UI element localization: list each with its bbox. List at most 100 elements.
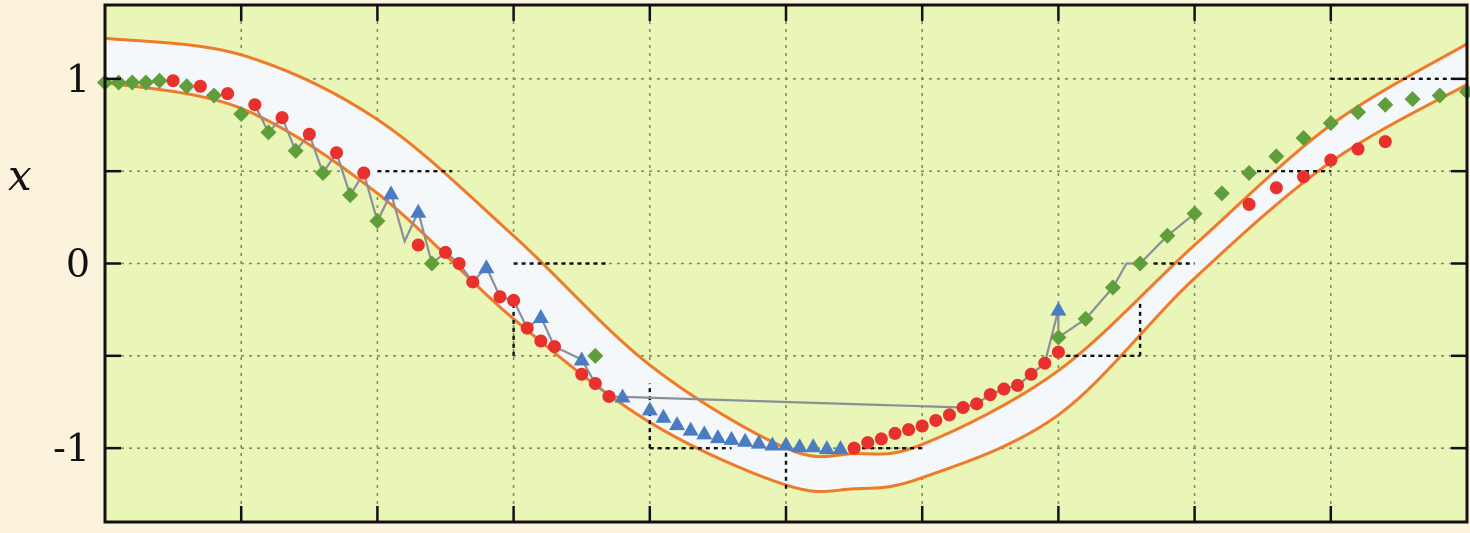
point-triangle	[791, 438, 808, 453]
point-circle	[888, 426, 902, 440]
point-circle	[493, 290, 507, 304]
point-circle	[575, 367, 589, 381]
point-triangle	[750, 434, 767, 449]
point-diamond	[1213, 185, 1230, 202]
point-circle	[534, 334, 548, 348]
point-diamond	[1322, 115, 1339, 132]
point-circle	[193, 79, 207, 93]
point-circle	[847, 441, 861, 455]
point-circle	[929, 413, 943, 427]
point-triangle	[669, 416, 686, 431]
point-triangle	[641, 401, 658, 416]
point-diamond	[1050, 329, 1067, 346]
point-diamond	[124, 74, 141, 91]
point-diamond	[151, 72, 168, 89]
point-triangle	[778, 436, 794, 451]
point-triangle	[532, 309, 549, 324]
point-triangle	[832, 440, 849, 455]
point-diamond	[1268, 148, 1285, 165]
point-circle	[1038, 356, 1052, 370]
y-tick-label: -1	[53, 426, 90, 470]
lower-envelope-curve	[104, 81, 1468, 494]
point-diamond	[1431, 87, 1448, 104]
point-circle	[874, 432, 888, 446]
point-triangle	[818, 440, 835, 455]
point-diamond	[1104, 279, 1121, 296]
y-tick-label: 0	[66, 242, 90, 286]
point-circle	[588, 377, 602, 391]
point-triangle	[1050, 301, 1067, 316]
point-triangle	[696, 425, 713, 440]
point-triangle	[573, 351, 590, 366]
point-triangle	[383, 185, 400, 200]
point-circle	[861, 436, 875, 450]
point-diamond	[1295, 129, 1312, 146]
point-circle	[970, 397, 984, 411]
point-circle	[466, 275, 480, 289]
point-circle	[507, 293, 521, 307]
point-circle	[452, 257, 466, 270]
point-circle	[983, 388, 997, 402]
point-circle	[1324, 153, 1338, 167]
point-circle	[1024, 367, 1038, 381]
point-circle	[1378, 135, 1392, 149]
y-tick-label: 1	[66, 57, 90, 101]
point-diamond	[233, 105, 250, 122]
point-circle	[357, 166, 371, 180]
point-diamond	[137, 74, 154, 91]
point-circle	[942, 408, 956, 422]
point-diamond	[1377, 96, 1394, 113]
point-triangle	[723, 430, 740, 445]
point-diamond	[342, 187, 359, 204]
point-triangle	[764, 436, 781, 451]
band-fill	[105, 38, 1467, 492]
point-diamond	[1350, 104, 1367, 121]
point-triangle	[410, 203, 427, 218]
point-diamond	[260, 124, 277, 141]
y-axis-label: x	[8, 151, 32, 200]
point-triangle	[614, 388, 631, 403]
point-circle	[439, 245, 452, 259]
point-triangle	[655, 408, 672, 423]
point-circle	[1351, 142, 1365, 156]
point-circle	[411, 238, 425, 252]
point-circle	[221, 87, 235, 101]
point-diamond	[287, 142, 304, 159]
point-circle	[602, 389, 616, 403]
point-circle	[956, 401, 970, 415]
point-diamond	[1241, 165, 1258, 182]
point-circle	[915, 419, 929, 433]
point-triangle	[737, 432, 754, 447]
point-diamond	[1186, 205, 1203, 222]
point-triangle	[805, 438, 822, 453]
point-circle	[997, 382, 1011, 396]
point-circle	[1242, 197, 1256, 211]
point-diamond	[314, 165, 331, 182]
point-circle	[330, 146, 344, 160]
point-triangle	[478, 259, 495, 274]
point-diamond	[1132, 255, 1149, 272]
point-diamond	[1159, 227, 1176, 244]
point-circle	[1011, 378, 1025, 392]
data-markers	[97, 72, 1470, 455]
point-circle	[1269, 181, 1283, 195]
point-diamond	[587, 347, 604, 364]
point-circle	[302, 127, 316, 141]
point-diamond	[423, 255, 440, 272]
upper-envelope-curve	[104, 36, 1468, 459]
envelope-band	[104, 36, 1468, 494]
y-ticks: 1 0 -1	[53, 5, 1467, 522]
point-diamond	[369, 213, 386, 230]
point-circle	[166, 74, 180, 88]
point-diamond	[178, 78, 195, 95]
point-circle	[902, 423, 916, 437]
point-circle	[1297, 170, 1311, 184]
point-diamond	[205, 87, 222, 104]
point-circle	[248, 98, 262, 112]
point-triangle	[709, 429, 726, 444]
point-circle	[520, 321, 534, 335]
point-circle	[547, 340, 561, 354]
point-diamond	[1404, 91, 1421, 108]
point-circle	[275, 111, 289, 125]
